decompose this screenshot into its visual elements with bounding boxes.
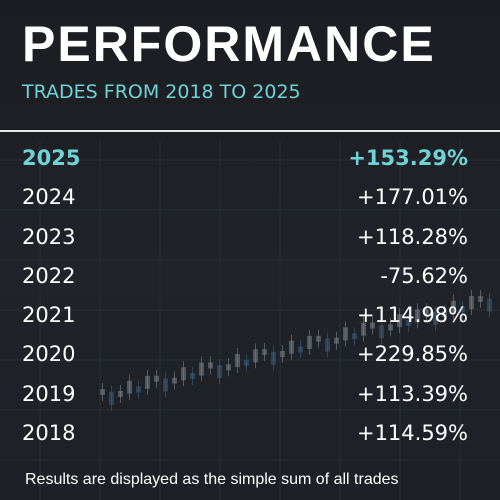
- decoration: [370, 322, 375, 329]
- decoration: [262, 349, 267, 356]
- decoration: [298, 346, 303, 353]
- decoration: [163, 378, 168, 392]
- decoration: [154, 375, 159, 382]
- decoration: [244, 359, 249, 366]
- decoration: [325, 338, 330, 352]
- decoration: [307, 335, 312, 349]
- return: +177.01%: [356, 185, 468, 210]
- year: 2018: [22, 421, 76, 446]
- decoration: [145, 375, 150, 389]
- decoration: [190, 373, 195, 380]
- decoration: [334, 337, 339, 344]
- decoration: [100, 389, 105, 395]
- year: 2025: [22, 146, 81, 170]
- decoration: [208, 362, 213, 369]
- decoration: [118, 390, 123, 397]
- decoration: [199, 362, 204, 376]
- decoration: [181, 367, 186, 381]
- decoration: [226, 364, 231, 371]
- result-row: 2020 +229.85%: [22, 335, 468, 374]
- result-row: 2025 +153.29%: [22, 139, 468, 178]
- decoration: [415, 309, 420, 323]
- decoration: [235, 354, 240, 367]
- decoration: [280, 351, 285, 357]
- year: 2022: [22, 263, 76, 288]
- return: +113.39%: [356, 381, 468, 406]
- year: 2024: [22, 185, 76, 210]
- result-row: 2021 +114.98%: [22, 296, 468, 335]
- year: 2021: [22, 303, 76, 328]
- return: +229.85%: [356, 342, 468, 367]
- decoration: [217, 365, 222, 379]
- year: 2019: [22, 381, 76, 406]
- results-table: 2025 +153.29% 2024 +177.01% 2023 +118.28% 2022…: [22, 139, 468, 453]
- decoration: [361, 322, 366, 336]
- result-row: 2023 +118.28%: [22, 218, 468, 257]
- return: +114.98%: [356, 303, 468, 328]
- decoration: [379, 325, 384, 339]
- decoration: [316, 335, 321, 342]
- decoration: [109, 391, 114, 405]
- decoration: [397, 314, 402, 328]
- result-row: 2022 -75.62%: [22, 257, 468, 296]
- decoration: [127, 380, 132, 394]
- decoration: [271, 351, 276, 365]
- year: 2020: [22, 342, 76, 367]
- decoration: [424, 309, 429, 316]
- divider: [0, 130, 500, 132]
- decoration: [352, 333, 357, 340]
- decoration: [136, 386, 141, 393]
- decoration: [172, 377, 177, 384]
- decoration: [469, 296, 474, 310]
- return: +114.59%: [356, 421, 468, 446]
- decoration: [406, 319, 411, 326]
- return: +118.28%: [356, 224, 468, 249]
- title: PERFORMANCE: [22, 16, 436, 72]
- decoration: [478, 295, 483, 302]
- return: -75.62%: [380, 263, 468, 288]
- result-row: 2019 +113.39%: [22, 375, 468, 414]
- decoration: [460, 306, 465, 313]
- result-row: 2024 +177.01%: [22, 178, 468, 217]
- result-row: 2018 +114.59%: [22, 414, 468, 453]
- decoration: [487, 298, 492, 312]
- decoration: [343, 327, 348, 341]
- decoration: [442, 311, 447, 318]
- subtitle: TRADES FROM 2018 TO 2025: [22, 81, 301, 103]
- decoration: [253, 349, 258, 363]
- year: 2023: [22, 224, 76, 249]
- footnote: Results are displayed as the simple sum …: [25, 471, 399, 488]
- decoration: [451, 300, 456, 314]
- decoration: [433, 311, 438, 325]
- decoration: [289, 340, 294, 354]
- decoration: [388, 324, 393, 331]
- return: +153.29%: [348, 146, 468, 170]
